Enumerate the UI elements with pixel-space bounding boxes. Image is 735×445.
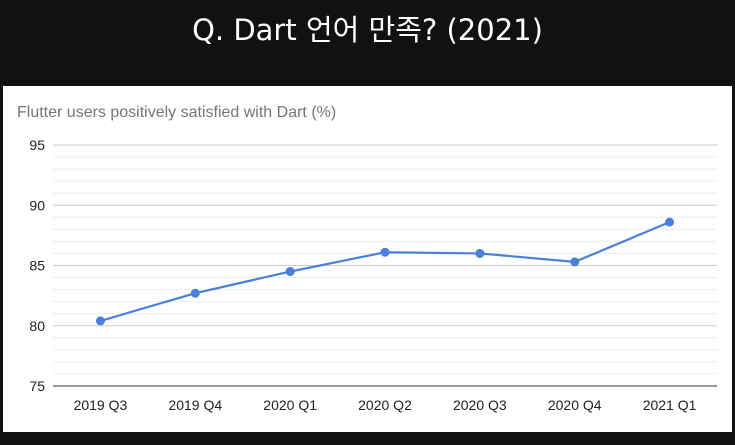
banner-title: Q. Dart 언어 만족? (2021) bbox=[192, 13, 543, 47]
x-tick-label: 2020 Q1 bbox=[263, 397, 317, 413]
line-chart: 75 80 85 90 95 2019 Q3 2019 Q4 2020 Q1 2020 Q2 20… bbox=[29, 137, 717, 413]
data-point bbox=[190, 288, 200, 298]
y-tick-label: 75 bbox=[29, 378, 45, 394]
series-line bbox=[100, 221, 670, 322]
x-tick-label: 2020 Q3 bbox=[453, 397, 507, 413]
y-tick-label: 80 bbox=[29, 318, 45, 334]
data-point bbox=[95, 316, 105, 326]
chart-title: Flutter users positively satisfied with … bbox=[17, 104, 337, 121]
y-tick-label: 90 bbox=[29, 197, 45, 213]
data-point bbox=[475, 248, 485, 258]
header-banner: Q. Dart 언어 만족? (2021) bbox=[0, 0, 735, 86]
chart-card: Flutter users positively satisfied with … bbox=[3, 86, 732, 432]
x-tick-label: 2020 Q4 bbox=[548, 397, 602, 413]
y-tick-label: 85 bbox=[29, 258, 45, 274]
bottom-strip bbox=[0, 432, 735, 445]
data-point bbox=[380, 247, 390, 257]
data-point bbox=[665, 217, 675, 227]
y-tick-label: 95 bbox=[29, 137, 45, 153]
data-point bbox=[285, 267, 295, 277]
x-tick-label: 2021 Q1 bbox=[643, 397, 697, 413]
data-point bbox=[570, 257, 580, 267]
x-tick-label: 2019 Q3 bbox=[74, 397, 128, 413]
x-tick-label: 2019 Q4 bbox=[168, 397, 222, 413]
x-tick-label: 2020 Q2 bbox=[358, 397, 412, 413]
